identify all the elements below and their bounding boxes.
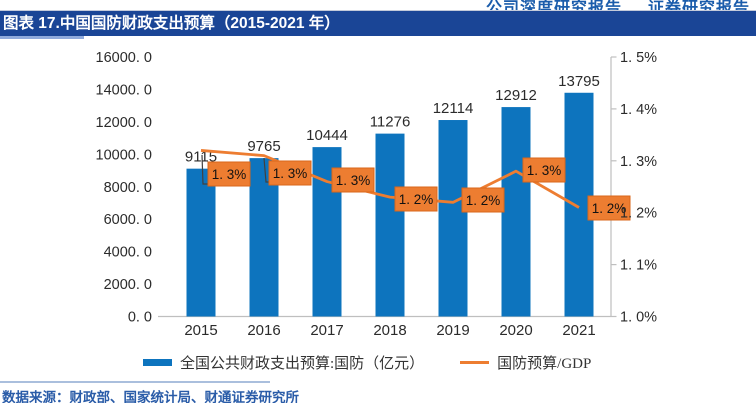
left-axis-tick-label: 16000. 0 (96, 50, 152, 66)
left-axis-tick-label: 10000. 0 (96, 147, 152, 163)
bar-series-swatch (143, 358, 172, 366)
left-axis-tick-label: 8000. 0 (104, 180, 152, 196)
legend-item-line: 国防预算/GDP (460, 352, 591, 373)
pct-label-text: 1. 3% (212, 167, 247, 182)
bar-series-label: 全国公共财政支出预算:国防（亿元） (180, 355, 425, 372)
figure-title-bar: 图表 17.中国国防财政支出预算（2015-2021 年） (0, 10, 756, 36)
x-axis-label: 2021 (562, 322, 595, 339)
pct-label-box (522, 157, 566, 183)
pct-label-box (331, 167, 375, 193)
chart-legend: 全国公共财政支出预算:国防（亿元） 国防预算/GDP (143, 352, 591, 372)
bar-value-label: 9765 (247, 138, 280, 155)
title-underline (0, 36, 84, 39)
x-axis-label: 2019 (436, 322, 469, 339)
x-axis-label: 2016 (247, 322, 280, 339)
right-axis-tick-label: 1. 2% (620, 206, 657, 222)
bar-value-label: 12912 (495, 87, 537, 104)
report-type-right: 证券研究报告 (647, 0, 750, 10)
pct-label-box (394, 186, 438, 212)
bar-2018 (375, 133, 405, 317)
pct-label-box (268, 160, 312, 186)
pct-label-box (461, 187, 505, 213)
left-axis-tick-label: 14000. 0 (96, 82, 152, 98)
footer-divider (0, 381, 270, 383)
x-axis-label: 2017 (310, 322, 343, 339)
bar-value-label: 13795 (558, 73, 600, 90)
x-axis-label: 2018 (373, 322, 406, 339)
bar-value-label: 10444 (306, 127, 348, 144)
label-leader-line (201, 154, 208, 185)
bar-value-label: 9115 (185, 149, 217, 166)
line-series-label: 国防预算/GDP (497, 355, 592, 372)
line-series-swatch (460, 360, 490, 364)
bar-2020 (501, 107, 531, 317)
left-axis-tick-label: 12000. 0 (96, 115, 152, 131)
legend-item-bar: 全国公共财政支出预算:国防（亿元） (143, 352, 424, 373)
data-source-note: 数据来源：财政部、国家统计局、财通证券研究所 (2, 390, 299, 403)
label-leader-line (263, 157, 269, 183)
right-axis-tick-label: 1. 3% (620, 154, 657, 170)
pct-label-text: 1. 2% (592, 201, 627, 216)
left-axis-tick-label: 4000. 0 (104, 245, 152, 261)
right-axis-tick-label: 1. 5% (620, 50, 657, 66)
bar-value-label: 11276 (370, 114, 411, 131)
x-axis-label: 2020 (499, 322, 532, 339)
pct-label-text: 1. 3% (273, 166, 308, 181)
left-axis-tick-label: 0. 0 (128, 310, 152, 326)
right-axis-tick-label: 1. 4% (620, 102, 657, 118)
bar-value-label: 12114 (433, 100, 474, 117)
right-axis-tick-label: 1. 0% (620, 310, 657, 326)
x-axis-label: 2015 (184, 322, 217, 339)
left-axis-tick-label: 2000. 0 (104, 277, 152, 293)
pct-label-text: 1. 2% (399, 192, 434, 207)
pct-label-text: 1. 3% (527, 163, 562, 178)
report-type-left: 公司深度研究报告 (485, 0, 622, 10)
right-axis-tick-label: 1. 1% (620, 258, 657, 274)
bar-2019 (438, 120, 468, 317)
bar-2015 (186, 168, 216, 317)
pct-label-text: 1. 3% (336, 173, 371, 188)
left-axis-tick-label: 6000. 0 (104, 212, 152, 228)
gdp-ratio-line (200, 149, 580, 209)
figure-title: 图表 17.中国国防财政支出预算（2015-2021 年） (3, 15, 340, 32)
pct-label-text: 1. 2% (466, 193, 501, 208)
pct-label-box (587, 195, 631, 221)
report-header: 公司深度研究报告 证券研究报告 (0, 0, 750, 10)
pct-label-box (207, 161, 251, 187)
